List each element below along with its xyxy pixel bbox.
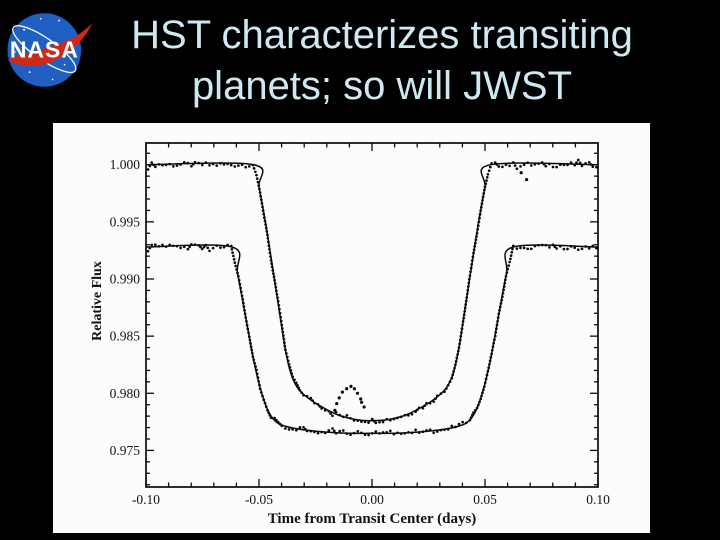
- series-line-0: [145, 162, 599, 422]
- transit-light-curve-chart: -0.10 -0.05 0.00 0.05 0.10 1.000 0.995 0.990 0.9…: [90, 142, 610, 527]
- plot-frame: [145, 142, 599, 488]
- slide-title: HST characterizes transiting planets; so…: [86, 10, 678, 112]
- y-tick-label: 1.000: [110, 157, 141, 172]
- nasa-swoosh: [7, 23, 93, 67]
- axis-tick-labels: -0.10 -0.05 0.00 0.05 0.10 1.000 0.995 0.990 0.9…: [110, 157, 610, 507]
- outlier-points: [333, 171, 529, 412]
- series-points-0: [146, 158, 598, 425]
- series-line-1: [145, 244, 599, 435]
- slide-title-line-1: HST characterizes transiting: [131, 13, 633, 57]
- slide-title-line-2: planets; so will JWST: [191, 64, 573, 108]
- series-points-1: [146, 243, 598, 437]
- transit-light-curve-figure: -0.10 -0.05 0.00 0.05 0.10 1.000 0.995 0.990 0.9…: [53, 123, 650, 533]
- x-tick-label: 0.10: [586, 492, 610, 507]
- x-tick-label: 0.00: [360, 492, 384, 507]
- y-tick-label: 0.995: [110, 214, 141, 229]
- nasa-logo: NASA: [2, 4, 94, 96]
- x-tick-label: 0.05: [473, 492, 497, 507]
- x-tick-label: -0.05: [245, 492, 273, 507]
- y-tick-label: 0.975: [110, 443, 141, 458]
- nasa-logo-svg: NASA: [7, 13, 93, 87]
- y-axis-title: Relative Flux: [90, 261, 105, 341]
- y-tick-label: 0.980: [110, 386, 141, 401]
- x-axis-title: Time from Transit Center (days): [268, 511, 477, 527]
- axis-ticks: [145, 143, 599, 487]
- nasa-wordmark: NASA: [10, 36, 79, 62]
- y-tick-label: 0.990: [110, 272, 141, 287]
- x-tick-label: -0.10: [132, 492, 160, 507]
- y-tick-label: 0.985: [110, 329, 141, 344]
